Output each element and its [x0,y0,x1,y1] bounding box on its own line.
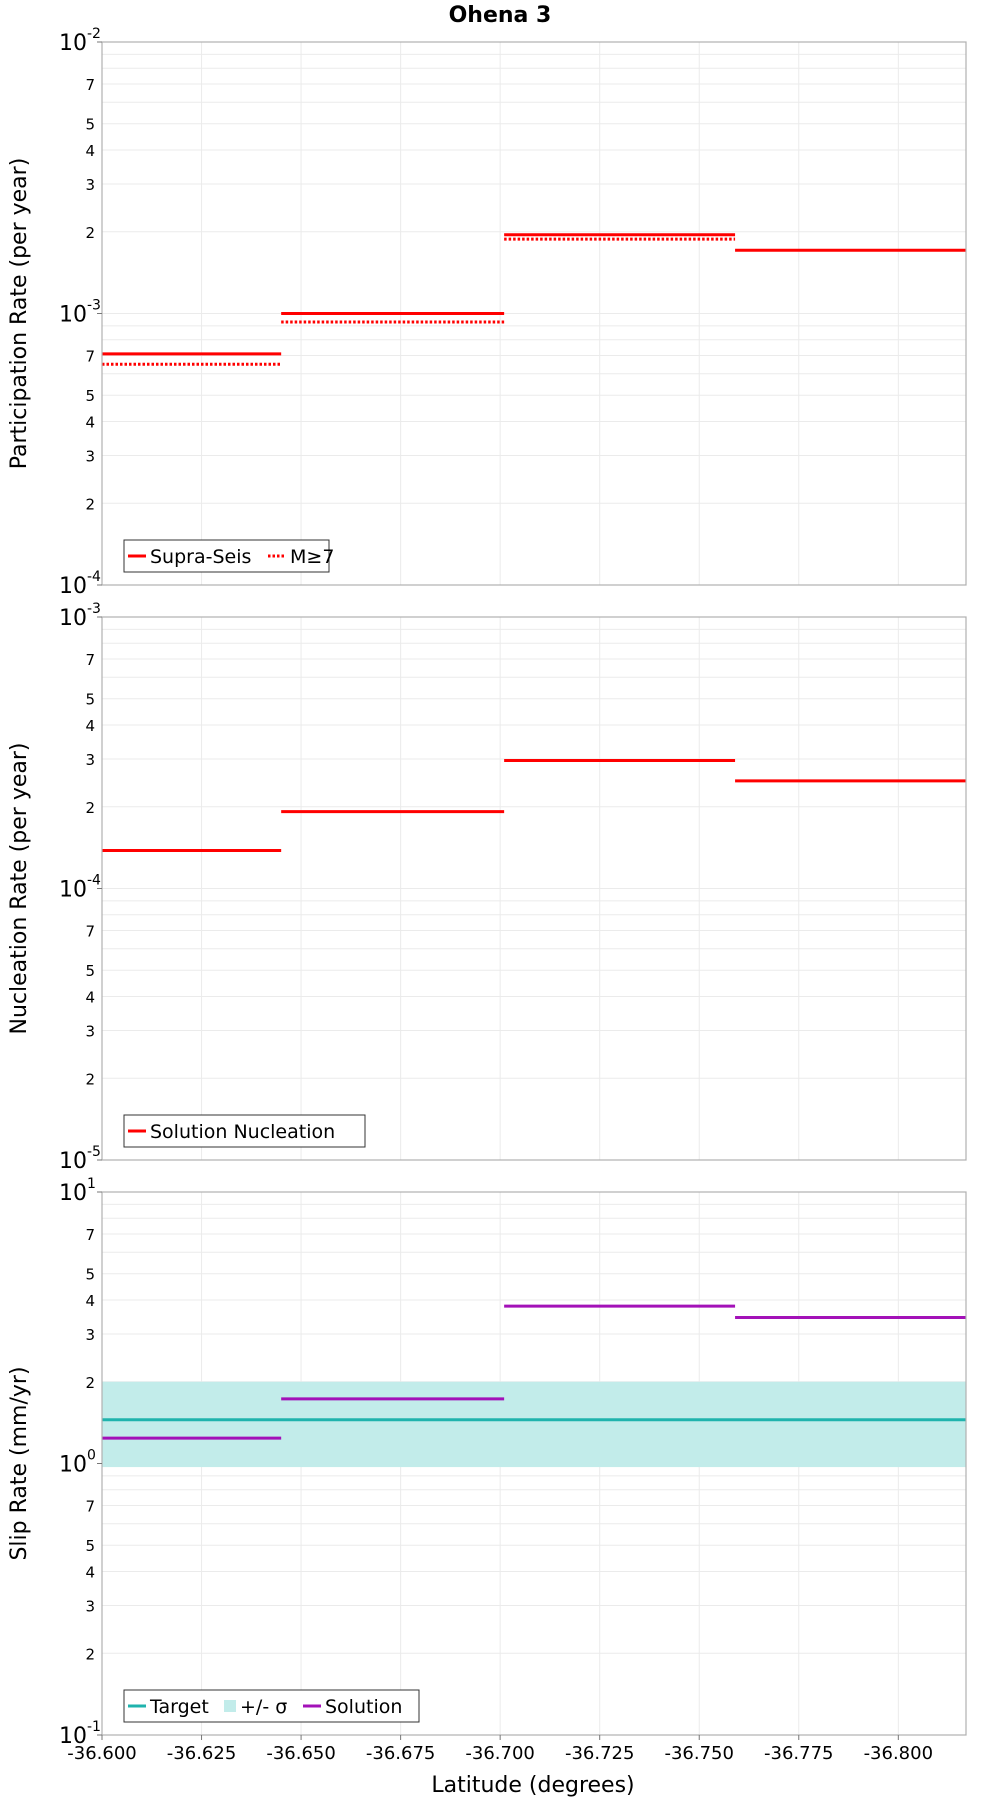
y-axis-label: Slip Rate (mm/yr) [7,1366,32,1560]
x-axis-ticks: -36.600 -36.625 -36.650 -36.675 -36.700 -36.7… [67,1735,933,1764]
legend-box [123,1114,366,1148]
y-tick-label: 101 [59,1176,96,1206]
y-minor-tick-label: 4 [85,989,95,1007]
y-minor-tick-label: 4 [85,1564,95,1582]
y-minor-tick-label: 7 [85,348,95,366]
series-solution-nucleation [102,759,966,853]
y-minor-tick-label: 4 [85,142,95,160]
y-tick-label: 10-2 [59,26,101,56]
y-axis-ticks: 10-1 100 101 2 3 4 5 7 2 3 4 5 7 [59,1176,102,1749]
y-tick-label: 10-4 [59,569,101,599]
y-minor-tick-label: 7 [85,651,95,669]
legend-box [123,1689,420,1723]
y-minor-tick-label: 3 [85,1326,95,1344]
panel-2: 10-5 10-4 10-3 2 3 4 5 7 2 3 4 5 7 Nucleation Rate (p… [7,601,967,1174]
y-minor-tick-label: 7 [85,76,95,94]
y-tick-label: 10-3 [59,601,101,631]
y-minor-tick-label: 4 [85,1292,95,1310]
x-tick-label: -36.775 [764,1743,833,1764]
y-tick-label: 10-1 [59,1719,101,1749]
y-minor-tick-label: 2 [85,224,95,242]
x-tick-label: -36.700 [465,1743,534,1764]
series-supra-seis [102,233,966,356]
y-minor-tick-label: 7 [85,1498,95,1516]
y-minor-tick-label: 2 [85,1070,95,1088]
legend: Solution Nucleation [123,1114,366,1148]
legend-swatch [224,1700,236,1712]
y-minor-tick-label: 3 [85,447,95,465]
y-minor-tick-label: 5 [85,387,95,405]
x-gridlines [101,617,899,1160]
sigma-band [102,1381,966,1468]
x-axis-label: Latitude (degrees) [431,1773,634,1798]
y-minor-tick-label: 5 [85,1266,95,1284]
y-minor-tick-label: 3 [85,176,95,194]
y-axis-ticks: 10-4 10-3 10-2 2 3 4 5 7 2 3 4 5 7 [59,26,102,599]
y-tick-label: 10-4 [59,873,101,903]
x-tick-label: -36.650 [266,1743,335,1764]
y-minor-tick-label: 7 [85,923,95,941]
legend-label: M≥7 [290,546,334,568]
series-m-7 [102,237,736,366]
y-minor-tick-label: 4 [85,414,95,432]
y-gridlines [102,53,966,586]
y-axis-ticks: 10-5 10-4 10-3 2 3 4 5 7 2 3 4 5 7 [59,601,102,1174]
legend-label: Supra-Seis [150,546,251,568]
legend-label: Solution Nucleation [150,1121,335,1143]
panel-3: 10-1 100 101 2 3 4 5 7 2 3 4 5 7 Slip Rate (mm/yr) Tar… [7,1176,967,1749]
x-tick-label: -36.750 [664,1743,733,1764]
y-minor-tick-label: 5 [85,691,95,709]
legend: Target +/- σ Solution [123,1689,420,1723]
x-tick-label: -36.800 [864,1743,933,1764]
chart-title: Ohena 3 [449,3,552,28]
y-minor-tick-label: 3 [85,1022,95,1040]
y-minor-tick-label: 2 [85,799,95,817]
panel-1: 10-4 10-3 10-2 2 3 4 5 7 2 3 4 5 7 Participation Rate… [7,26,967,599]
legend: Supra-Seis M≥7 [123,539,334,573]
x-tick-label: -36.725 [565,1743,634,1764]
y-minor-tick-label: 5 [85,962,95,980]
y-minor-tick-label: 2 [85,495,95,513]
y-minor-tick-label: 3 [85,1597,95,1615]
y-minor-tick-label: 5 [85,116,95,134]
y-minor-tick-label: 4 [85,717,95,735]
x-tick-label: -36.600 [67,1743,136,1764]
y-minor-tick-label: 7 [85,1226,95,1244]
y-minor-tick-label: 2 [85,1645,95,1663]
y-axis-label: Nucleation Rate (per year) [7,743,32,1035]
x-tick-label: -36.625 [167,1743,236,1764]
series-solution [102,1304,966,1440]
y-tick-label: 10-3 [59,298,101,328]
y-minor-tick-label: 2 [85,1374,95,1392]
legend-label: +/- σ [240,1696,287,1718]
y-tick-label: 100 [59,1448,96,1478]
y-minor-tick-label: 3 [85,751,95,769]
x-tick-label: -36.675 [366,1743,435,1764]
y-axis-label: Participation Rate (per year) [7,158,32,470]
legend-label: Target [149,1696,209,1718]
y-minor-tick-label: 5 [85,1537,95,1555]
legend-box [123,539,330,573]
legend-label: Solution [325,1696,402,1718]
y-tick-label: 10-5 [59,1144,101,1174]
